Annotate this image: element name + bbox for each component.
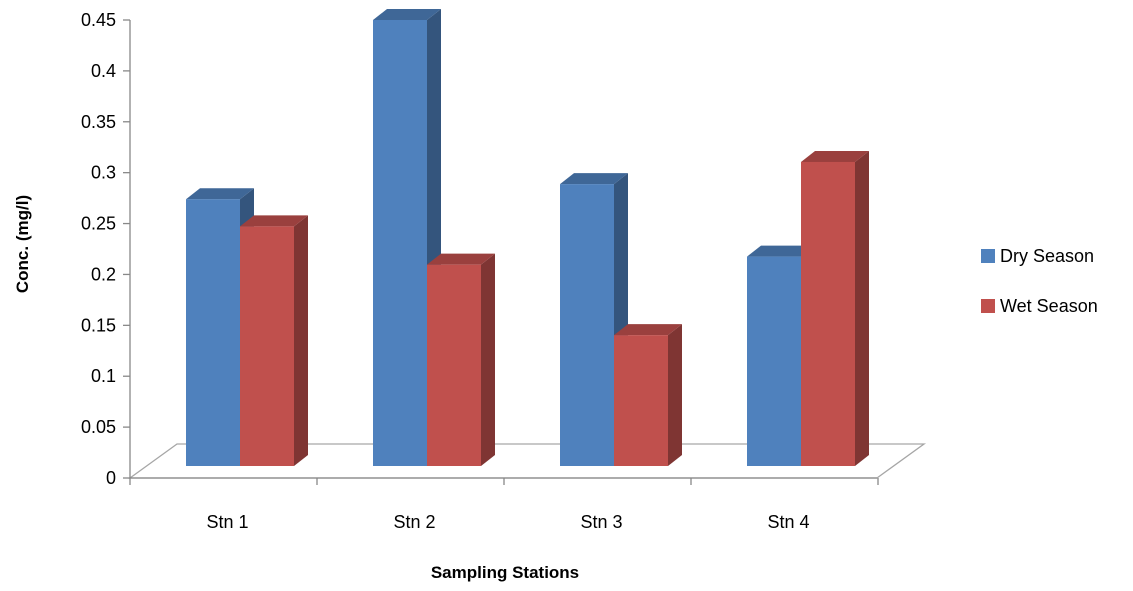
y-tick-label: 0.1: [91, 366, 116, 386]
y-tick-label: 0.45: [81, 10, 116, 30]
bar-front: [614, 335, 668, 466]
x-tick-label: Stn 1: [206, 512, 248, 532]
x-tick-label: Stn 4: [767, 512, 809, 532]
x-axis-title: Sampling Stations: [431, 563, 579, 582]
legend: Dry Season Wet Season: [981, 246, 1098, 316]
bar-top: [373, 9, 441, 20]
y-tick-label: 0.15: [81, 315, 116, 335]
y-tick-label: 0.2: [91, 264, 116, 284]
bar-front: [427, 264, 481, 466]
y-tick-label: 0.3: [91, 163, 116, 183]
bar: [801, 150, 869, 467]
bar: [427, 253, 495, 466]
bar-side: [481, 253, 495, 466]
bar-top: [427, 253, 495, 265]
tick-labels: 0 0.05 0.1 0.15 0.2 0.25 0.3 0.35 0.4 0.45 Stn 1 St…: [81, 10, 810, 532]
bar-top: [240, 215, 308, 227]
bar-front: [747, 256, 801, 466]
bar-side: [668, 324, 682, 466]
axes: [123, 19, 879, 485]
legend-label: Dry Season: [1000, 246, 1094, 266]
bars: [186, 9, 869, 467]
bar-side: [855, 150, 869, 467]
bar-top: [801, 150, 869, 162]
y-tick-label: 0.25: [81, 214, 116, 234]
legend-label: Wet Season: [1000, 296, 1098, 316]
legend-swatch: [981, 299, 995, 313]
bar-front: [801, 161, 855, 467]
y-tick-label: 0: [106, 468, 116, 488]
bar: [560, 173, 628, 467]
bar-front: [560, 184, 614, 467]
y-tick-label: 0.35: [81, 112, 116, 132]
bar-top: [560, 173, 628, 185]
legend-item: Wet Season: [981, 296, 1098, 316]
bar: [614, 324, 682, 466]
bar-front: [240, 226, 294, 466]
legend-item: Dry Season: [981, 246, 1094, 266]
bar-front: [373, 20, 427, 466]
y-axis-title: Conc. (mg/l): [13, 195, 32, 293]
bar-top: [614, 324, 682, 336]
y-tick-label: 0.4: [91, 61, 116, 81]
bar-side: [294, 215, 308, 466]
bar-top: [747, 245, 815, 257]
x-tick-label: Stn 2: [393, 512, 435, 532]
bar-top: [186, 188, 254, 200]
bar-front: [186, 199, 240, 466]
y-tick-label: 0.05: [81, 417, 116, 437]
bar: [240, 215, 308, 466]
legend-swatch: [981, 249, 995, 263]
x-tick-label: Stn 3: [580, 512, 622, 532]
